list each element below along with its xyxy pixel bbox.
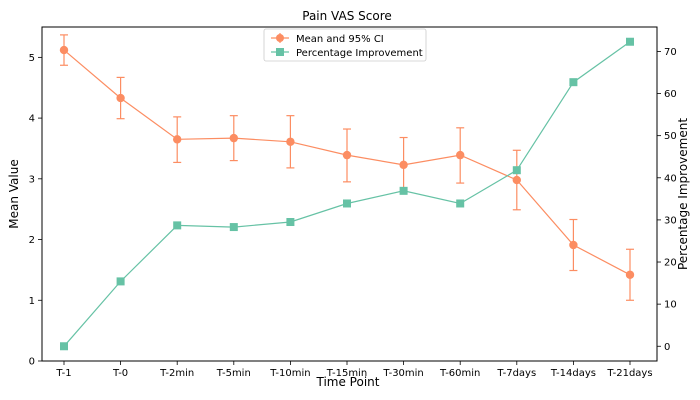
x-tick-label-t-21days: T-21days bbox=[606, 368, 652, 379]
y-tick-label-0: 0 bbox=[29, 357, 35, 368]
x-tick-label-t-1: T-1 bbox=[55, 368, 71, 379]
series-percentage-improvement-point-t-2min bbox=[173, 221, 182, 230]
series-mean-and-95-ci-point-t-5min bbox=[229, 133, 238, 143]
y2-tick-label-40: 40 bbox=[664, 173, 677, 184]
x-axis-label: Time Point bbox=[316, 375, 380, 389]
x-tick-label-t-15min: T-15min bbox=[326, 368, 367, 379]
y2-tick-label-20: 20 bbox=[664, 258, 677, 269]
series-percentage-improvement-point-t-14days bbox=[569, 78, 578, 87]
x-tick-label-t-5min: T-5min bbox=[216, 368, 251, 379]
x-tick-label-t-0: T-0 bbox=[112, 368, 128, 379]
x-tick-label-t-10min: T-10min bbox=[269, 368, 310, 379]
y-tick-label-1: 1 bbox=[29, 296, 35, 307]
series-percentage-improvement-point-t-15min bbox=[343, 199, 351, 208]
chart-title: Pain VAS Score bbox=[302, 9, 392, 23]
series-mean-and-95-ci-point-t-60min bbox=[456, 150, 465, 160]
legend-label-mean: Mean and 95% CI bbox=[296, 34, 384, 45]
series-mean-and-95-ci-point-t-21days bbox=[625, 270, 635, 279]
legend-marker-improvement bbox=[276, 48, 284, 56]
y2-tick-label-60: 60 bbox=[664, 89, 677, 100]
series-percentage-improvement-point-t-7days bbox=[512, 166, 521, 175]
y2-tick-label-50: 50 bbox=[664, 131, 677, 142]
y2-tick-label-10: 10 bbox=[664, 300, 677, 311]
series-percentage-improvement-point-t-60min bbox=[456, 199, 465, 208]
legend: Mean and 95% CI Percentage Improvement bbox=[263, 28, 427, 62]
series-mean-and-95-ci-point-t-7days bbox=[512, 175, 521, 185]
y-axis-label: Mean Value bbox=[7, 159, 21, 228]
axes: T-1 T-0 T-2min T-5min T-10min T-15min T-30min T… bbox=[29, 47, 677, 379]
legend-box bbox=[263, 28, 427, 62]
x-tick-label-t-2min: T-2min bbox=[159, 368, 194, 379]
y-tick-label-3: 3 bbox=[29, 174, 35, 185]
x-tick-label-t-60min: T-60min bbox=[439, 368, 480, 379]
y2-tick-label-30: 30 bbox=[664, 215, 677, 226]
legend-label-improvement: Percentage Improvement bbox=[296, 48, 423, 59]
series-mean-and-95-ci-point-t-0 bbox=[116, 93, 125, 103]
legend-marker-mean bbox=[276, 34, 284, 42]
series-mean-and-95-ci-point-t-14days bbox=[569, 240, 578, 250]
y-tick-label-2: 2 bbox=[29, 235, 35, 246]
plot-area bbox=[59, 34, 635, 351]
series-mean-and-95-ci-point-t-30min bbox=[399, 160, 408, 170]
y2-tick-label-70: 70 bbox=[664, 47, 677, 58]
series-mean-and-95-ci-point-t-15min bbox=[342, 150, 352, 160]
series-percentage-improvement-point-t-30min bbox=[399, 186, 408, 195]
y-tick-label-4: 4 bbox=[29, 114, 35, 125]
y2-tick-label-0: 0 bbox=[664, 342, 670, 353]
series-percentage-improvement-point-t-1 bbox=[60, 342, 68, 351]
y2-axis-label: Percentage Improvement bbox=[676, 118, 690, 270]
series-percentage-improvement-point-t-5min bbox=[229, 223, 238, 232]
x-tick-label-t-14days: T-14days bbox=[550, 368, 596, 379]
series-mean-and-95-ci-point-t-1 bbox=[59, 45, 69, 55]
x-tick-label-t-30min: T-30min bbox=[382, 368, 423, 379]
series-percentage-improvement-point-t-21days bbox=[626, 37, 634, 46]
series-mean-and-95-ci-point-t-2min bbox=[173, 135, 182, 144]
plot-frame bbox=[41, 26, 658, 362]
series-mean-and-95-ci-point-t-10min bbox=[286, 137, 295, 146]
series-percentage-improvement-point-t-10min bbox=[286, 218, 295, 227]
y-tick-label-5: 5 bbox=[29, 53, 35, 64]
x-tick-label-t-7days: T-7days bbox=[496, 368, 536, 379]
series-percentage-improvement-point-t-0 bbox=[116, 277, 125, 286]
